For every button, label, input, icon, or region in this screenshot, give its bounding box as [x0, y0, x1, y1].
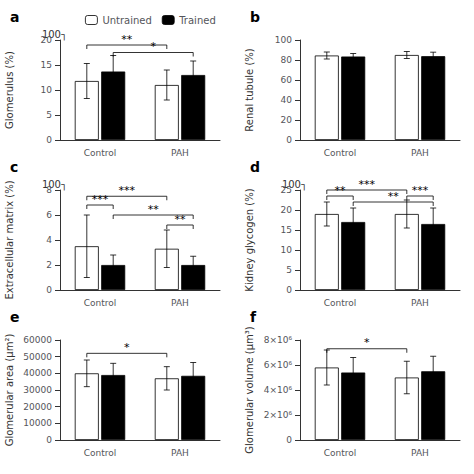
svg-text:**: **: [388, 190, 400, 203]
svg-text:80: 80: [281, 55, 293, 65]
svg-text:**: **: [121, 33, 133, 46]
svg-text:100┐: 100┐: [41, 178, 67, 190]
svg-text:Glomerular volume (μm³): Glomerular volume (μm³): [244, 326, 255, 453]
svg-text:60: 60: [281, 75, 293, 85]
svg-text:Glomerulus (%): Glomerulus (%): [4, 51, 15, 129]
svg-text:8×10⁶: 8×10⁶: [264, 335, 293, 345]
svg-text:10000: 10000: [23, 418, 52, 428]
svg-text:Untrained: Untrained: [102, 15, 151, 26]
svg-text:2: 2: [46, 260, 52, 270]
svg-text:40: 40: [281, 95, 293, 105]
svg-text:0: 0: [46, 435, 52, 445]
svg-text:25: 25: [281, 185, 292, 195]
svg-text:100┐: 100┐: [41, 28, 67, 40]
svg-text:Control: Control: [324, 448, 357, 458]
svg-text:c: c: [10, 159, 18, 175]
svg-text:Control: Control: [324, 298, 357, 308]
svg-text:15: 15: [41, 60, 52, 70]
svg-text:2×10⁶: 2×10⁶: [264, 410, 293, 420]
svg-text:Renal tubule (%): Renal tubule (%): [244, 48, 255, 132]
svg-text:***: ***: [119, 184, 136, 197]
svg-text:PAH: PAH: [171, 148, 189, 158]
svg-text:Control: Control: [84, 448, 117, 458]
svg-text:0: 0: [286, 285, 292, 295]
svg-text:**: **: [175, 213, 187, 226]
svg-text:f: f: [250, 309, 257, 325]
svg-text:PAH: PAH: [411, 298, 429, 308]
svg-text:10: 10: [41, 85, 53, 95]
svg-text:6×10⁶: 6×10⁶: [264, 360, 293, 370]
svg-text:*: *: [124, 341, 130, 354]
svg-text:Control: Control: [84, 148, 117, 158]
svg-text:40000: 40000: [23, 368, 52, 378]
svg-text:4: 4: [46, 235, 52, 245]
svg-text:0: 0: [46, 285, 52, 295]
svg-text:***: ***: [412, 184, 429, 197]
svg-text:Control: Control: [84, 298, 117, 308]
svg-text:50000: 50000: [23, 352, 52, 362]
svg-text:10: 10: [281, 245, 293, 255]
svg-text:100: 100: [275, 35, 292, 45]
svg-text:Kidney glycogen (%): Kidney glycogen (%): [244, 188, 255, 291]
svg-text:4×10⁶: 4×10⁶: [264, 385, 293, 395]
svg-text:Control: Control: [324, 148, 357, 158]
svg-text:PAH: PAH: [411, 148, 429, 158]
svg-text:b: b: [250, 9, 260, 25]
svg-text:***: ***: [359, 178, 376, 191]
svg-text:PAH: PAH: [171, 448, 189, 458]
svg-text:*: *: [150, 40, 156, 53]
svg-text:**: **: [148, 203, 160, 216]
svg-text:PAH: PAH: [411, 448, 429, 458]
svg-text:5: 5: [286, 265, 292, 275]
svg-text:15: 15: [281, 225, 292, 235]
svg-text:20000: 20000: [23, 402, 52, 412]
svg-text:8: 8: [46, 185, 52, 195]
svg-text:0: 0: [286, 135, 292, 145]
svg-text:*: *: [364, 336, 370, 349]
svg-text:Trained: Trained: [178, 15, 216, 26]
svg-text:20: 20: [281, 205, 293, 215]
svg-text:PAH: PAH: [171, 298, 189, 308]
svg-text:Extracellular matrix (%): Extracellular matrix (%): [4, 180, 15, 299]
svg-text:30000: 30000: [23, 385, 52, 395]
svg-text:6: 6: [46, 210, 52, 220]
svg-text:Glomerular area (μm²): Glomerular area (μm²): [4, 334, 15, 447]
svg-text:100┐: 100┐: [281, 178, 307, 190]
svg-text:d: d: [250, 159, 260, 175]
svg-text:5: 5: [46, 110, 52, 120]
svg-text:20: 20: [41, 35, 53, 45]
svg-text:***: ***: [92, 193, 109, 206]
svg-text:a: a: [10, 9, 19, 25]
svg-text:0: 0: [46, 135, 52, 145]
svg-text:e: e: [10, 309, 20, 325]
svg-text:60000: 60000: [23, 335, 52, 345]
svg-text:20: 20: [281, 115, 293, 125]
svg-text:0: 0: [286, 435, 292, 445]
